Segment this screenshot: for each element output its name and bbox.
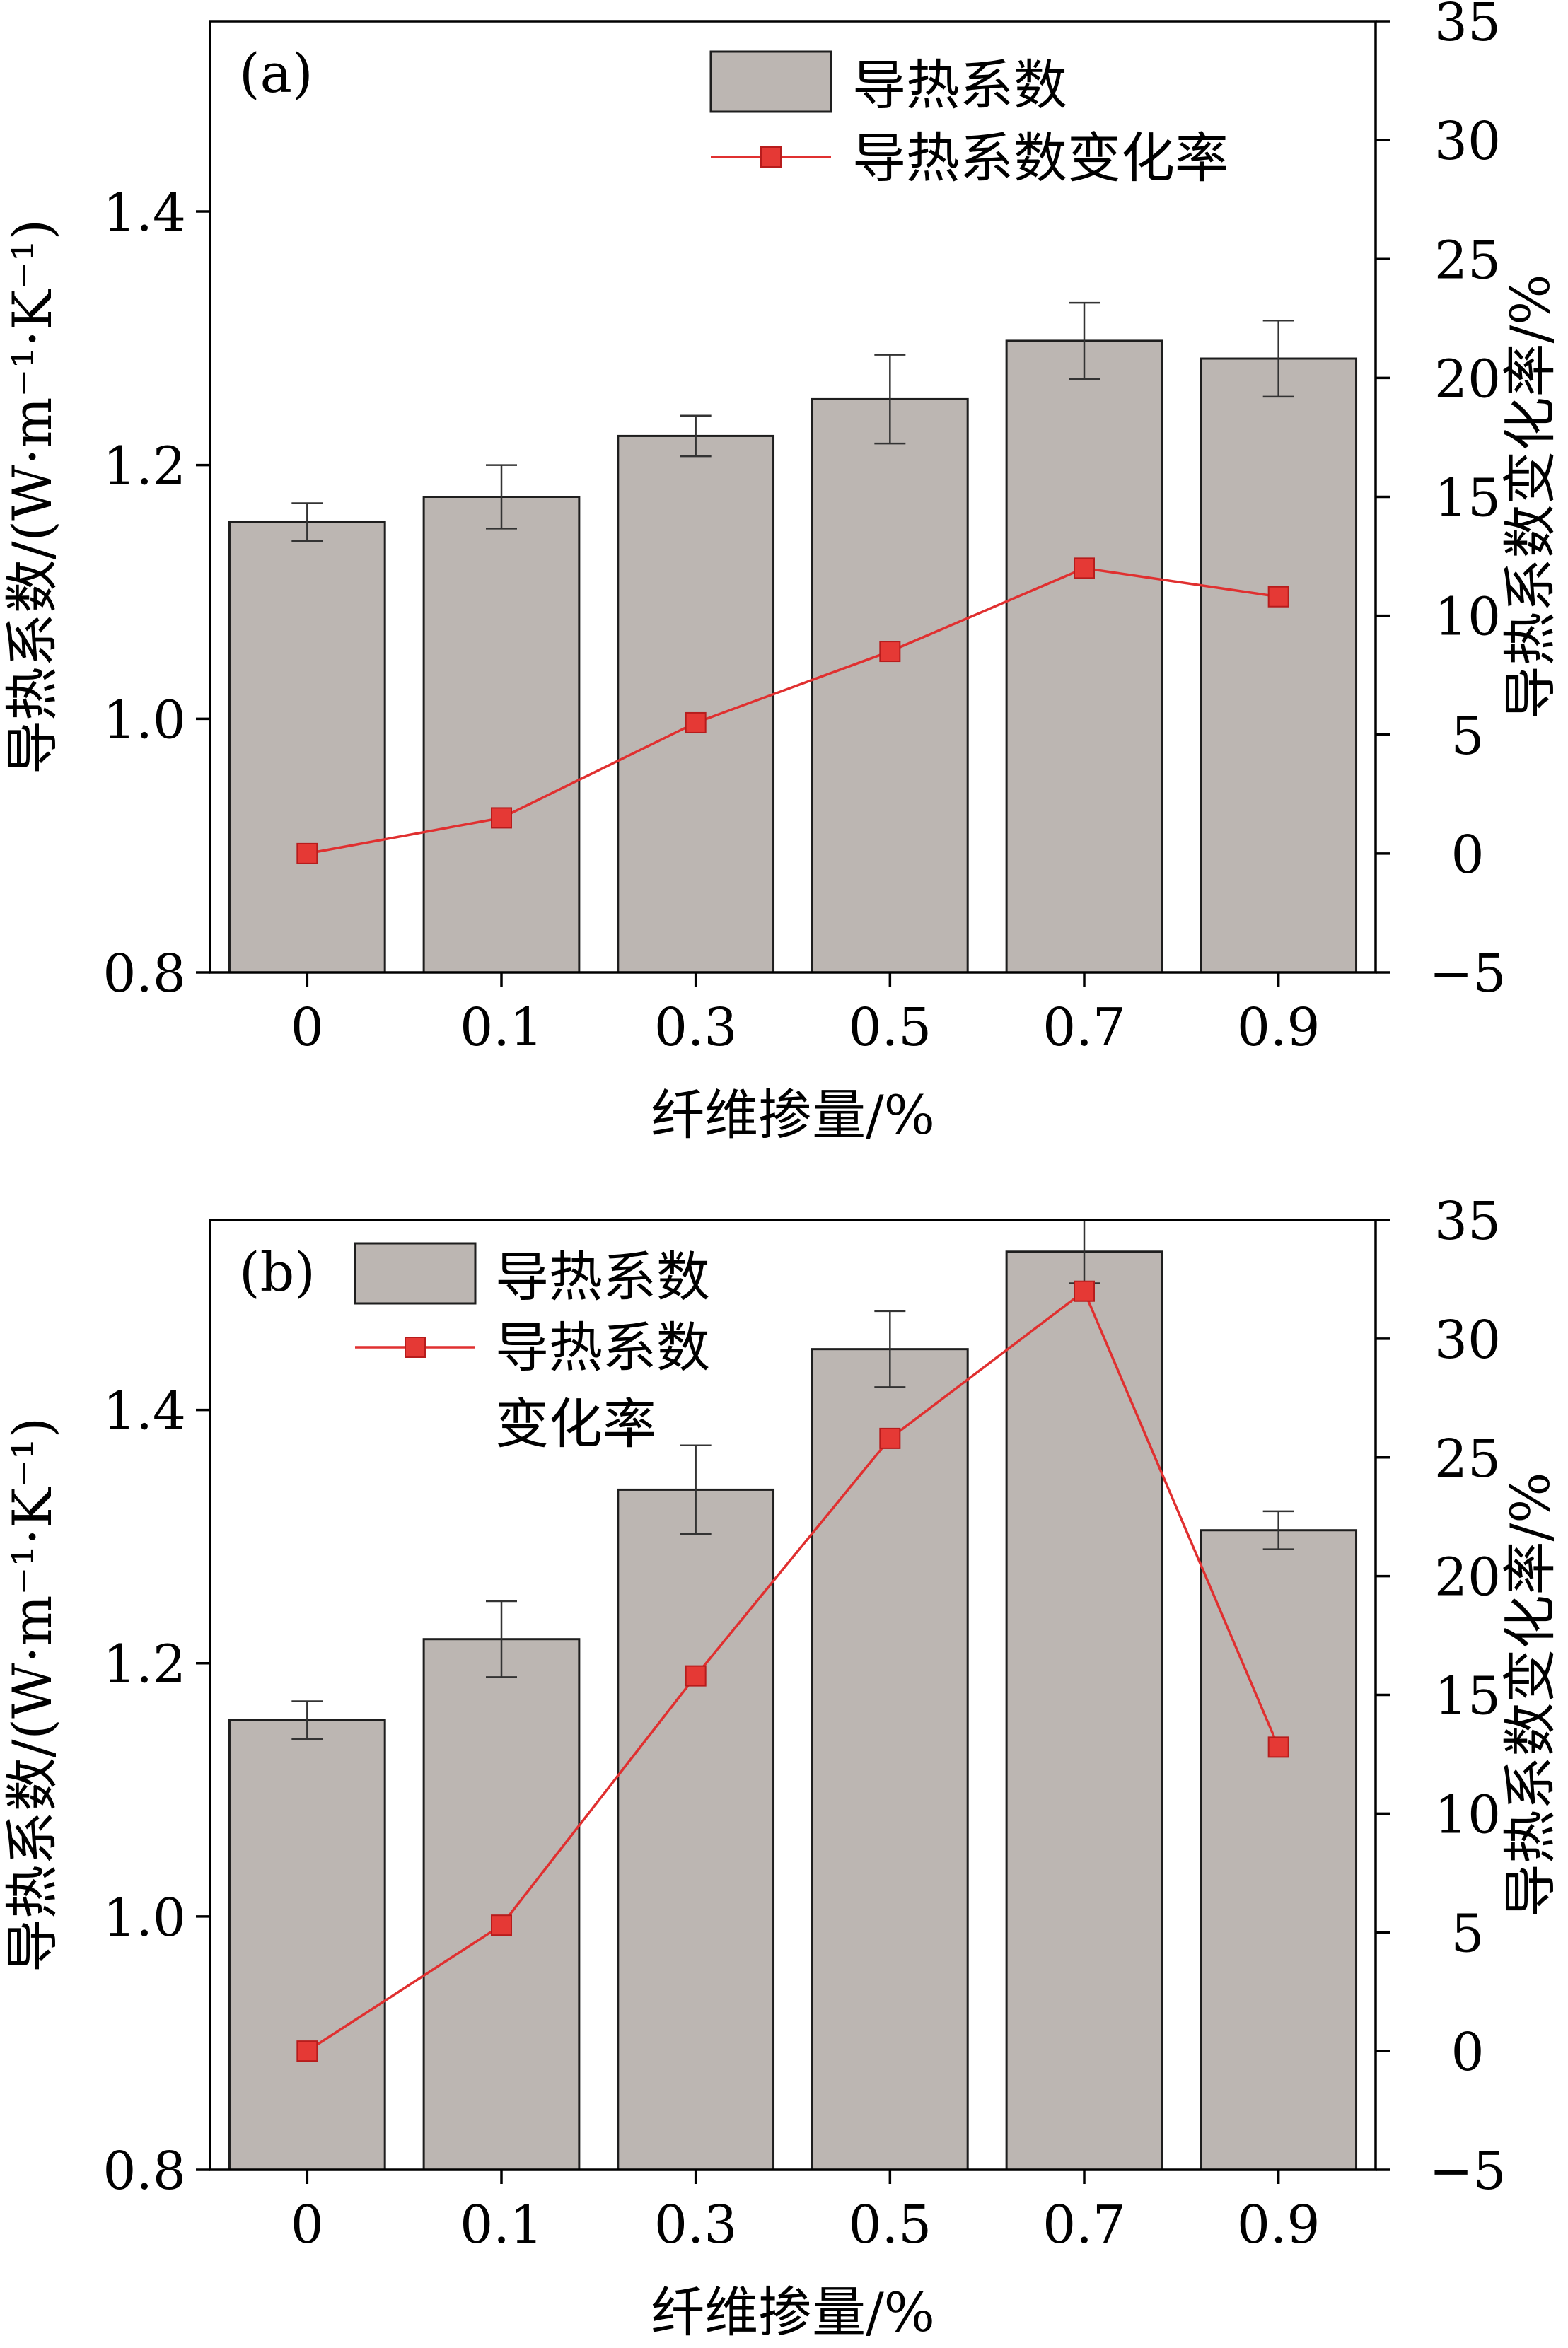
error-bar-0.3 — [680, 414, 712, 458]
right-tick-label: 5 — [1451, 706, 1484, 767]
bar-0.1 — [422, 496, 581, 974]
right-axis-title: 导热系数变化率/% — [1499, 1472, 1562, 1918]
bar-0.7 — [1005, 339, 1163, 974]
bar-0.3 — [617, 434, 775, 974]
right-tick-label: 25 — [1434, 230, 1501, 291]
x-tick-label: 0 — [291, 997, 324, 1058]
rate-marker-0 — [296, 842, 318, 864]
x-tick-label: 0.1 — [460, 997, 543, 1058]
error-bar-0.5 — [874, 1310, 906, 1388]
rate-marker-0.5 — [879, 1427, 901, 1449]
right-tick-label: 20 — [1434, 349, 1501, 409]
bar-0 — [228, 1719, 386, 2171]
rate-marker-0 — [296, 2040, 318, 2062]
legend-bar-swatch — [709, 50, 832, 113]
error-bar-0 — [291, 502, 323, 542]
bar-0.5 — [811, 1348, 969, 2171]
right-tick-label: 10 — [1434, 1784, 1501, 1845]
rate-marker-0.9 — [1267, 1736, 1289, 1758]
x-tick-label: 0.9 — [1237, 997, 1320, 1058]
x-tick-label: 0.3 — [654, 2195, 738, 2255]
error-bar-0.1 — [486, 464, 517, 530]
panel-a: 0.8 1.0 1.2 1.4 −5 0 5 10 15 20 25 30 35 0 0.1 0.3 0.5 0.… — [1, 0, 1562, 1146]
bar-0.5 — [811, 397, 969, 974]
rate-line — [307, 566, 1279, 855]
error-bar-0.9 — [1262, 319, 1294, 398]
x-tick-label: 0 — [291, 2195, 324, 2255]
error-bar-0.7 — [1069, 301, 1100, 380]
panel-label: (b) — [239, 1240, 315, 1303]
left-tick-label: 1.2 — [103, 1634, 186, 1695]
left-axis-title: 导热系数/(W·m⁻¹·K⁻¹) — [1, 219, 64, 774]
x-tick-label: 0.9 — [1237, 2195, 1320, 2255]
left-tick-label: 0.8 — [103, 943, 186, 1004]
error-bar-0 — [291, 1700, 323, 1740]
right-tick-label: 0 — [1451, 825, 1484, 885]
rate-line — [306, 1289, 1280, 2052]
rate-marker-0.3 — [685, 1665, 707, 1687]
right-tick-label: 35 — [1434, 1191, 1501, 1252]
error-bar-0.1 — [486, 1600, 517, 1678]
left-tick-label: 1.2 — [103, 436, 186, 497]
bar-0.1 — [422, 1638, 581, 2171]
legend-bar-swatch — [354, 1242, 477, 1305]
rate-marker-0.7 — [1074, 557, 1095, 579]
right-tick-label: 15 — [1434, 468, 1501, 529]
x-axis-title: 纤维掺量/% — [651, 2281, 935, 2344]
x-tick-label: 0.7 — [1043, 997, 1126, 1058]
bar-0.9 — [1200, 357, 1358, 974]
rate-marker-0.9 — [1267, 586, 1289, 608]
legend-bar-label: 导热系数 — [495, 1245, 710, 1308]
right-tick-label: 25 — [1434, 1429, 1501, 1489]
legend-bar-label: 导热系数 — [852, 54, 1067, 117]
rate-marker-0.7 — [1074, 1280, 1095, 1302]
legend-line-label: 导热系数 — [495, 1316, 710, 1379]
rate-marker-0.5 — [879, 641, 901, 663]
right-tick-label: 30 — [1434, 1310, 1501, 1371]
x-axis-title: 纤维掺量/% — [651, 1083, 935, 1146]
left-axis-title: 导热系数/(W·m⁻¹·K⁻¹) — [1, 1417, 64, 1972]
error-bar-0.9 — [1262, 1510, 1294, 1550]
right-tick-label: 0 — [1451, 2022, 1484, 2083]
bar-0 — [228, 521, 386, 974]
right-tick-label: −5 — [1429, 2141, 1506, 2202]
right-tick-label: 20 — [1434, 1547, 1501, 1608]
rate-marker-0.3 — [685, 711, 707, 733]
error-bar-0.3 — [680, 1444, 712, 1535]
left-tick-label: 1.0 — [103, 1888, 186, 1948]
panel-b: 0.8 1.0 1.2 1.4 −5 0 5 10 15 20 25 30 35 0 0.1 0.3 0.5 0.… — [1, 1191, 1562, 2344]
bar-0.3 — [617, 1488, 775, 2171]
legend-line-label-cont: 变化率 — [495, 1393, 656, 1455]
right-tick-label: −5 — [1429, 943, 1506, 1004]
x-tick-label: 0.5 — [848, 2195, 931, 2255]
legend-line-marker — [760, 146, 782, 168]
right-axis-title: 导热系数变化率/% — [1499, 274, 1562, 720]
error-bar-0.5 — [874, 354, 906, 445]
left-tick-label: 1.4 — [103, 182, 186, 243]
panel-label: (a) — [239, 42, 313, 105]
rate-marker-0.1 — [491, 1914, 512, 1936]
rate-marker-0.1 — [491, 807, 512, 829]
bar-0.7 — [1005, 1250, 1163, 2171]
x-tick-label: 0.7 — [1043, 2195, 1126, 2255]
bar-0.9 — [1200, 1529, 1358, 2171]
legend-line-label: 导热系数变化率 — [852, 127, 1229, 190]
right-tick-label: 15 — [1434, 1666, 1501, 1727]
legend-line-marker — [405, 1337, 426, 1358]
right-tick-label: 35 — [1434, 0, 1501, 53]
left-tick-label: 0.8 — [103, 2141, 186, 2202]
x-tick-label: 0.3 — [654, 997, 738, 1058]
left-tick-label: 1.0 — [103, 690, 186, 750]
right-tick-label: 10 — [1434, 587, 1501, 648]
right-tick-label: 30 — [1434, 111, 1501, 172]
x-tick-label: 0.1 — [460, 2195, 543, 2255]
left-tick-label: 1.4 — [103, 1381, 186, 1442]
right-tick-label: 5 — [1451, 1903, 1484, 1964]
x-tick-label: 0.5 — [848, 997, 931, 1058]
